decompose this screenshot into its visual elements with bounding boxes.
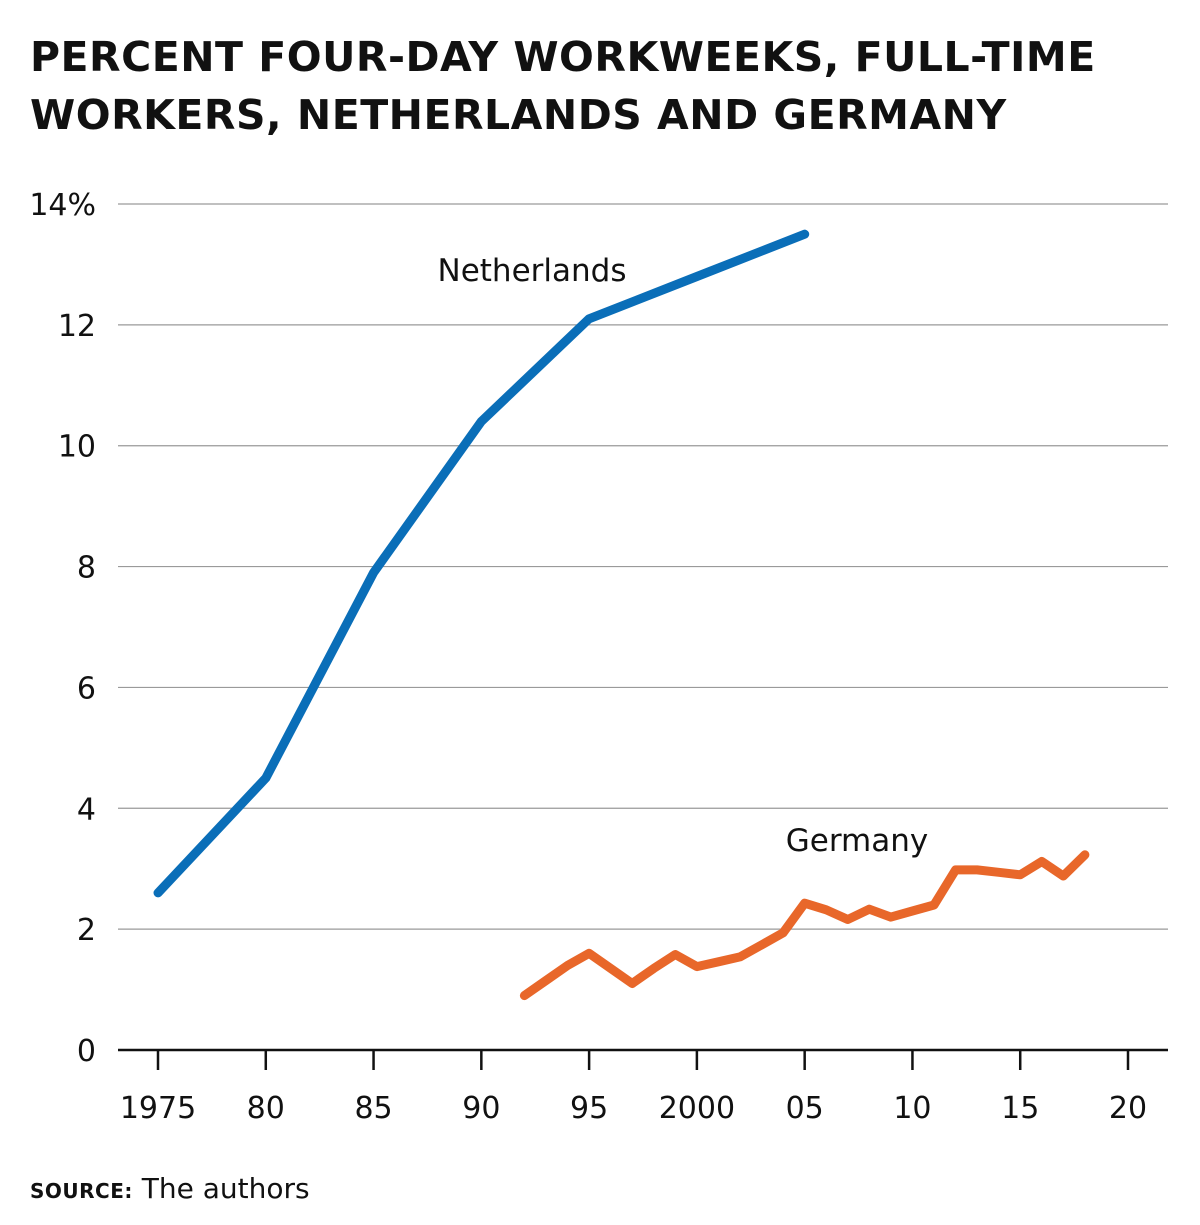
x-tick-label: 05	[786, 1091, 824, 1126]
germany-series-label: Germany	[786, 823, 928, 859]
grid-lines	[118, 203, 1168, 930]
chart-title: PERCENT FOUR-DAY WORKWEEKS, FULL-TIME WO…	[30, 33, 1096, 139]
y-tick-label: 0	[77, 1034, 96, 1069]
source-text: The authors	[132, 1172, 310, 1205]
x-tick-label: 80	[247, 1091, 285, 1126]
y-tick-label: 2	[77, 913, 96, 948]
y-tick-label: 12	[58, 309, 96, 344]
y-tick-label: 10	[58, 430, 96, 465]
x-tick-label: 15	[1001, 1091, 1039, 1126]
x-tick-label: 20	[1109, 1091, 1147, 1126]
source-note: SOURCE: The authors	[30, 1172, 310, 1205]
y-tick-label: 14%	[29, 188, 96, 223]
x-tick-label: 90	[462, 1091, 500, 1126]
series-lines	[153, 229, 1090, 1001]
y-tick-label: 6	[77, 671, 96, 706]
x-tick-label: 95	[570, 1091, 608, 1126]
netherlands-series-label: Netherlands	[438, 253, 627, 289]
x-tick-label: 85	[354, 1091, 392, 1126]
x-axis	[118, 1048, 1168, 1070]
netherlands-series-line	[153, 229, 810, 898]
x-tick-label: 2000	[659, 1091, 735, 1126]
x-tick-label: 1975	[120, 1091, 196, 1126]
germany-series-line	[519, 850, 1090, 1001]
line-chart: 0 2 4 6 8 10 12 14% 1975 80 85 90 95 2000 05 10 15 20 Ne…	[29, 188, 1168, 1126]
y-tick-label: 4	[77, 792, 96, 827]
y-tick-label: 8	[77, 551, 96, 586]
y-tick-labels: 0 2 4 6 8 10 12 14%	[29, 188, 96, 1069]
x-tick-labels: 1975 80 85 90 95 2000 05 10 15 20	[120, 1091, 1147, 1126]
x-tick-label: 10	[893, 1091, 931, 1126]
source-key: SOURCE:	[30, 1179, 133, 1203]
